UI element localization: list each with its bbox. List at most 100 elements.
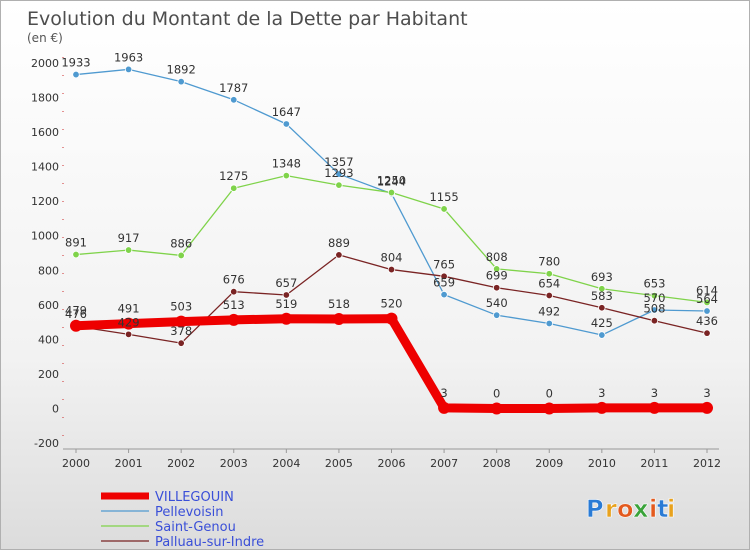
data-label: 3 (703, 386, 710, 400)
data-label: 1155 (429, 190, 458, 204)
data-label: 513 (223, 298, 245, 312)
data-point (543, 402, 556, 415)
plot-area (70, 65, 713, 415)
data-label: 3 (440, 386, 447, 400)
x-tick-label: 2006 (378, 457, 406, 470)
data-point (387, 265, 396, 274)
logo-letter: r (605, 495, 617, 523)
data-point (440, 290, 448, 299)
data-label: 1244 (377, 175, 406, 189)
data-point (440, 272, 448, 281)
data-point (650, 306, 659, 314)
data-label: 1933 (61, 56, 90, 70)
legend: VILLEGOUINPellevoisinSaint-GenouPalluau-… (101, 490, 264, 550)
data-label: 699 (486, 269, 508, 283)
data-label: 889 (328, 236, 350, 250)
data-point (440, 205, 448, 213)
x-tick-label: 2003 (220, 457, 248, 470)
y-tick-label: -200 (34, 437, 59, 450)
logo-letter: o (617, 495, 634, 523)
data-label: 654 (538, 276, 560, 290)
legend-label: Pellevoisin (155, 505, 223, 520)
data-label: 808 (486, 250, 508, 264)
data-label: 1963 (114, 50, 143, 64)
data-label: 804 (381, 251, 403, 265)
x-tick-label: 2002 (167, 457, 195, 470)
data-point (332, 312, 345, 325)
logo-letter: P (586, 495, 604, 523)
data-labels: 1933 1963 1892 1787 1647 1357 1244 659 540 492 425… (61, 50, 718, 400)
data-point (177, 77, 185, 86)
data-point (72, 70, 80, 79)
data-label: 518 (328, 297, 350, 311)
x-tick-label: 2001 (115, 457, 143, 470)
data-label: 886 (170, 236, 192, 250)
data-label: 1275 (219, 169, 248, 183)
data-point (335, 170, 343, 178)
data-point (703, 329, 711, 337)
data-point (227, 313, 240, 326)
data-label: 503 (170, 300, 192, 314)
data-label: 917 (118, 231, 140, 245)
data-point (595, 401, 608, 414)
x-tick-label: 2012 (693, 457, 721, 470)
logo-letter: t (657, 495, 668, 523)
data-label: 492 (538, 304, 560, 318)
data-point (598, 304, 606, 312)
legend-label: Saint-Genou (155, 520, 236, 535)
data-label: 570 (643, 291, 665, 305)
data-label: 614 (696, 283, 718, 297)
data-point (650, 291, 659, 300)
data-label: 1357 (324, 155, 353, 169)
data-point (175, 315, 188, 328)
x-tick-label: 2007 (430, 457, 458, 470)
data-label: 765 (433, 257, 455, 271)
x-tick-label: 2008 (483, 457, 511, 470)
data-label: 1787 (219, 81, 248, 95)
data-point (122, 317, 135, 330)
y-tick-label: 1600 (31, 126, 59, 139)
data-point (230, 96, 238, 104)
data-label: 0 (546, 386, 553, 400)
data-label: 3 (598, 386, 605, 400)
data-label: 3 (651, 386, 658, 400)
y-tick-label: 600 (38, 299, 59, 312)
data-point (335, 251, 343, 259)
data-label: 520 (381, 297, 403, 311)
data-label: 1250 (377, 174, 406, 188)
data-point (70, 319, 82, 332)
data-point (492, 265, 501, 273)
logo-letter: i (667, 495, 675, 523)
y-tick-label: 1200 (31, 195, 59, 208)
data-label: 1647 (272, 105, 301, 119)
x-tick-label: 2010 (588, 457, 616, 470)
y-tick-label: 1000 (31, 230, 59, 243)
data-label: 491 (118, 302, 140, 316)
data-point (598, 285, 606, 293)
data-label: 540 (486, 296, 508, 310)
data-point (438, 401, 451, 414)
y-tick-label: 1800 (31, 92, 59, 105)
data-label: 519 (275, 297, 297, 311)
y-tick-label: 400 (38, 333, 59, 346)
data-point (650, 317, 659, 325)
data-label: 1892 (167, 63, 196, 77)
data-point (492, 311, 501, 319)
data-point (492, 284, 501, 292)
y-tick-label: 800 (38, 264, 59, 277)
data-label: 891 (65, 236, 87, 250)
data-point (701, 401, 713, 414)
data-point (387, 188, 396, 197)
chart-title: Evolution du Montant de la Dette par Hab… (27, 8, 468, 30)
data-label: 425 (591, 316, 613, 330)
data-label: 508 (643, 302, 665, 316)
data-label: 659 (433, 276, 455, 290)
y-tick-label: 0 (52, 402, 59, 415)
logo-letter: x (633, 495, 649, 523)
x-tick-label: 2011 (640, 457, 668, 470)
x-tick-label: 2009 (535, 457, 563, 470)
x-tick-label: 2004 (272, 457, 300, 470)
data-point (703, 307, 711, 315)
